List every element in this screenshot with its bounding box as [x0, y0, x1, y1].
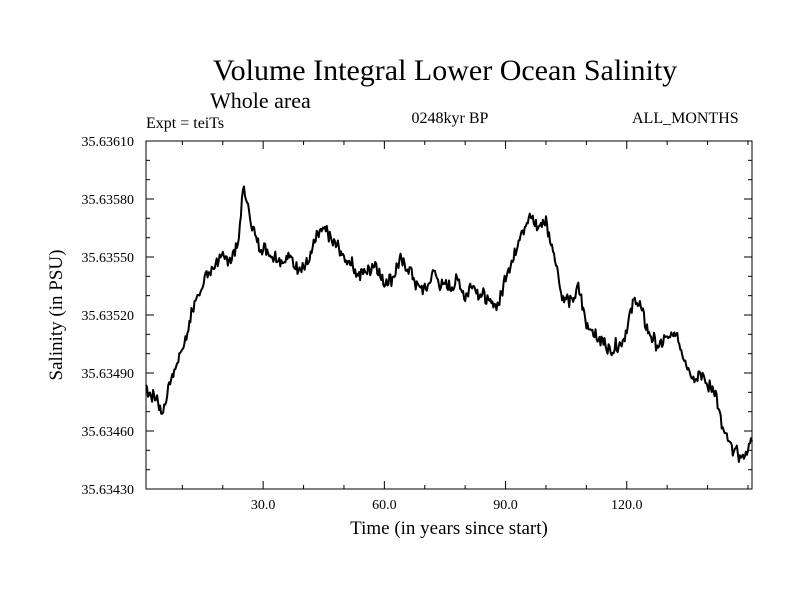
axis-ticks	[146, 140, 752, 490]
x-tick-label: 30.0	[251, 498, 276, 513]
chart-subtitle: Whole area	[210, 88, 311, 113]
y-tick-label: 35.63520	[82, 309, 135, 324]
y-tick-label: 35.63430	[82, 483, 135, 498]
x-tick-label: 60.0	[372, 498, 397, 513]
y-tick-label: 35.63550	[82, 251, 135, 266]
experiment-label: Expt = teiTs	[146, 115, 225, 132]
tick-labels: 35.63430 35.63460 35.63490 35.63520 35.63550…	[82, 135, 643, 513]
y-tick-label: 35.63610	[82, 135, 135, 150]
period-label: 0248kyr BP	[411, 110, 489, 127]
y-axis-label: Salinity (in PSU)	[46, 250, 67, 381]
y-tick-label: 35.63490	[82, 367, 135, 382]
y-tick-label: 35.63580	[82, 193, 135, 208]
months-label: ALL_MONTHS	[632, 110, 739, 127]
chart-title: Volume Integral Lower Ocean Salinity	[212, 54, 678, 87]
x-tick-label: 120.0	[611, 498, 643, 513]
salinity-series-line	[145, 185, 753, 463]
plot-frame	[145, 140, 753, 490]
x-tick-label: 90.0	[493, 498, 518, 513]
y-tick-label: 35.63460	[82, 425, 135, 440]
x-axis-label: Time (in years since start)	[350, 518, 548, 539]
